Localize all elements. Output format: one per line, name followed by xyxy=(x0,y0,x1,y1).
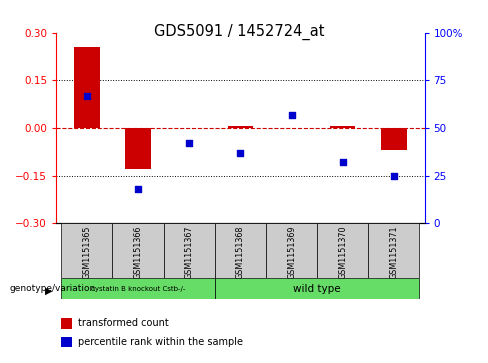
Text: GSM1151370: GSM1151370 xyxy=(338,225,347,279)
Text: GSM1151368: GSM1151368 xyxy=(236,225,245,279)
Point xyxy=(134,186,142,192)
Text: GSM1151371: GSM1151371 xyxy=(389,225,398,279)
Text: GDS5091 / 1452724_at: GDS5091 / 1452724_at xyxy=(154,24,325,40)
Text: GSM1151366: GSM1151366 xyxy=(134,225,142,279)
Bar xyxy=(74,47,100,128)
Bar xyxy=(368,223,420,278)
Bar xyxy=(61,318,72,329)
Point xyxy=(339,159,346,165)
Bar xyxy=(330,126,355,128)
Bar xyxy=(381,128,407,150)
Bar xyxy=(227,126,253,128)
Bar xyxy=(61,223,112,278)
Bar xyxy=(61,337,72,347)
Text: wild type: wild type xyxy=(293,284,341,294)
Point xyxy=(390,173,398,179)
Bar xyxy=(163,223,215,278)
Bar xyxy=(125,128,151,169)
Text: percentile rank within the sample: percentile rank within the sample xyxy=(78,337,243,347)
Bar xyxy=(215,278,420,299)
Bar xyxy=(266,223,317,278)
Bar xyxy=(61,278,215,299)
Point xyxy=(237,150,244,156)
Text: GSM1151365: GSM1151365 xyxy=(82,225,91,279)
Point xyxy=(287,112,295,118)
Text: transformed count: transformed count xyxy=(78,318,168,329)
Text: genotype/variation: genotype/variation xyxy=(10,284,96,293)
Point xyxy=(83,93,91,98)
Bar xyxy=(317,223,368,278)
Text: cystatin B knockout Cstb-/-: cystatin B knockout Cstb-/- xyxy=(91,286,185,291)
Text: ▶: ▶ xyxy=(45,285,53,295)
Text: GSM1151369: GSM1151369 xyxy=(287,225,296,279)
Bar xyxy=(112,223,163,278)
Text: GSM1151367: GSM1151367 xyxy=(184,225,194,279)
Point xyxy=(185,140,193,146)
Bar xyxy=(215,223,266,278)
